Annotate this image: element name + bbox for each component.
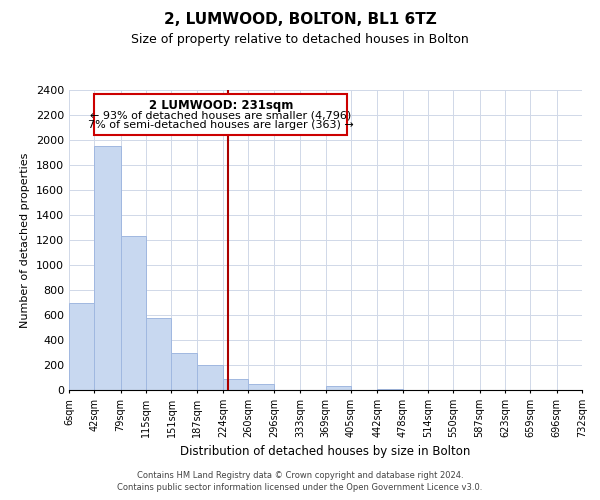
Text: ← 93% of detached houses are smaller (4,796): ← 93% of detached houses are smaller (4,… bbox=[90, 110, 352, 120]
Bar bbox=[197, 365, 223, 390]
Bar bbox=[325, 386, 351, 390]
X-axis label: Distribution of detached houses by size in Bolton: Distribution of detached houses by size … bbox=[181, 446, 470, 458]
Bar bbox=[172, 352, 197, 390]
Text: Contains HM Land Registry data © Crown copyright and database right 2024.
Contai: Contains HM Land Registry data © Crown c… bbox=[118, 471, 482, 492]
Text: 7% of semi-detached houses are larger (363) →: 7% of semi-detached houses are larger (3… bbox=[88, 120, 354, 130]
Bar bbox=[248, 384, 274, 390]
Bar bbox=[121, 236, 146, 390]
FancyBboxPatch shape bbox=[94, 94, 347, 135]
Text: 2 LUMWOOD: 231sqm: 2 LUMWOOD: 231sqm bbox=[149, 100, 293, 112]
Text: Size of property relative to detached houses in Bolton: Size of property relative to detached ho… bbox=[131, 32, 469, 46]
Bar bbox=[146, 318, 172, 390]
Y-axis label: Number of detached properties: Number of detached properties bbox=[20, 152, 31, 328]
Text: 2, LUMWOOD, BOLTON, BL1 6TZ: 2, LUMWOOD, BOLTON, BL1 6TZ bbox=[164, 12, 436, 28]
Bar bbox=[223, 380, 248, 390]
Bar bbox=[94, 146, 121, 390]
Bar bbox=[377, 389, 403, 390]
Bar bbox=[69, 302, 94, 390]
